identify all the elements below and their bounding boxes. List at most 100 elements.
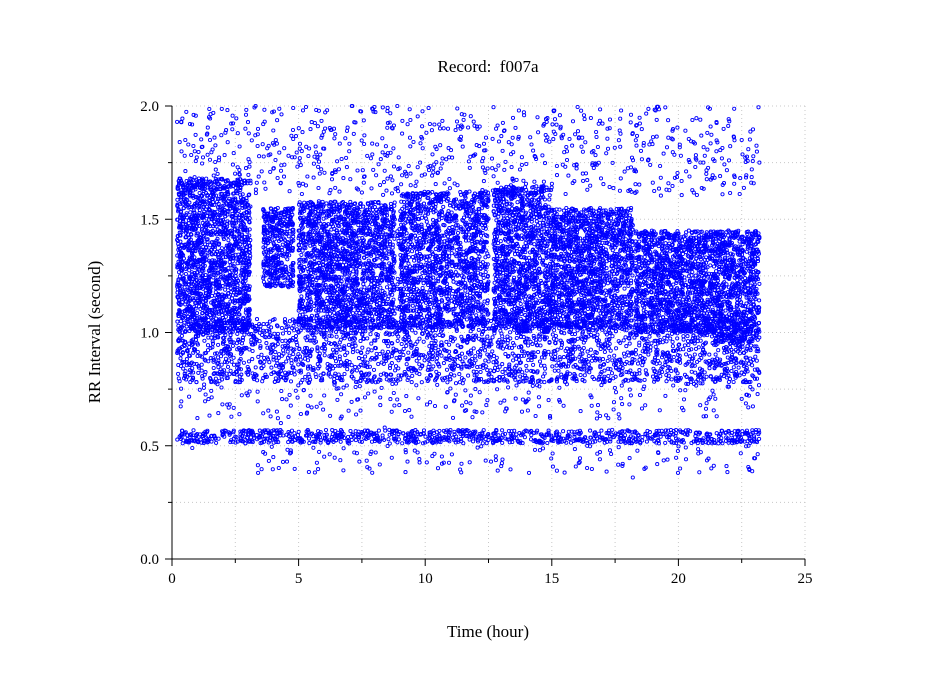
data-point (681, 334, 686, 339)
data-point (516, 345, 522, 350)
data-point (476, 327, 481, 332)
data-point (435, 352, 440, 357)
data-point (293, 334, 299, 339)
data-point (537, 337, 542, 342)
data-point (334, 334, 339, 339)
data-point (433, 339, 438, 344)
data-point (365, 336, 370, 341)
data-point (696, 345, 701, 350)
data-point (671, 355, 676, 360)
data-point (500, 369, 505, 374)
data-point (635, 361, 641, 366)
data-point (578, 372, 583, 378)
data-point (602, 368, 607, 373)
data-point (646, 352, 651, 357)
data-point (227, 259, 232, 265)
data-point (573, 373, 578, 378)
data-point (647, 334, 652, 339)
data-point (642, 377, 647, 382)
data-point (244, 345, 249, 350)
data-point (338, 360, 344, 365)
data-point (459, 366, 464, 371)
data-point (754, 349, 759, 354)
data-point (524, 363, 529, 368)
data-point (552, 328, 557, 333)
data-point (704, 374, 709, 379)
data-point (234, 341, 239, 346)
data-point (218, 354, 224, 359)
data-point (289, 370, 294, 375)
data-point (199, 362, 204, 367)
data-point (633, 352, 638, 357)
data-point (689, 369, 694, 374)
data-point (195, 349, 200, 354)
data-point (669, 377, 674, 382)
data-point (337, 356, 342, 362)
data-point (539, 355, 544, 360)
data-point (410, 373, 415, 378)
data-point (358, 338, 363, 344)
data-point (495, 367, 500, 373)
data-point (605, 358, 610, 363)
data-point (459, 365, 464, 370)
data-point (331, 366, 336, 371)
data-point (285, 349, 290, 354)
data-point (406, 350, 411, 355)
data-point (296, 362, 301, 367)
data-point (178, 356, 183, 361)
data-point (746, 361, 751, 366)
data-point (287, 229, 292, 234)
data-point (328, 374, 333, 379)
data-point (662, 335, 667, 340)
data-point (490, 335, 495, 340)
data-point (210, 339, 215, 344)
data-point (497, 364, 502, 369)
data-point (288, 338, 293, 343)
data-point (559, 372, 564, 377)
data-point (238, 380, 243, 385)
data-point (401, 352, 406, 358)
data-point (633, 347, 638, 353)
data-point (664, 372, 669, 378)
data-point (332, 341, 337, 346)
data-point (668, 336, 673, 341)
data-point (396, 366, 401, 371)
data-point (489, 342, 494, 347)
data-point (686, 343, 691, 348)
data-point (273, 350, 278, 355)
data-point (637, 368, 642, 373)
data-point (213, 376, 218, 381)
data-point (201, 332, 206, 337)
data-point (283, 378, 288, 383)
data-point (632, 335, 637, 340)
data-point (216, 365, 221, 370)
data-point (333, 363, 338, 369)
data-point (624, 344, 629, 349)
data-point (685, 334, 690, 339)
data-point (485, 334, 490, 339)
data-point (288, 379, 294, 384)
data-point (334, 347, 339, 353)
data-point (634, 371, 639, 376)
data-point (609, 371, 615, 376)
data-point (638, 354, 643, 359)
data-point (531, 333, 536, 338)
data-point (750, 363, 755, 368)
data-point (417, 356, 422, 361)
data-point (588, 332, 594, 337)
data-point (701, 343, 706, 348)
data-point (687, 354, 692, 359)
data-point (522, 353, 527, 358)
data-point (369, 341, 374, 346)
data-point (653, 338, 658, 343)
data-point (455, 363, 461, 368)
data-point (525, 350, 530, 356)
data-point (610, 334, 615, 339)
data-point (346, 342, 351, 347)
data-point (281, 348, 286, 353)
data-point (393, 368, 398, 373)
data-point (519, 345, 524, 350)
data-point (404, 362, 409, 367)
data-point (546, 349, 551, 354)
data-point (656, 358, 661, 363)
